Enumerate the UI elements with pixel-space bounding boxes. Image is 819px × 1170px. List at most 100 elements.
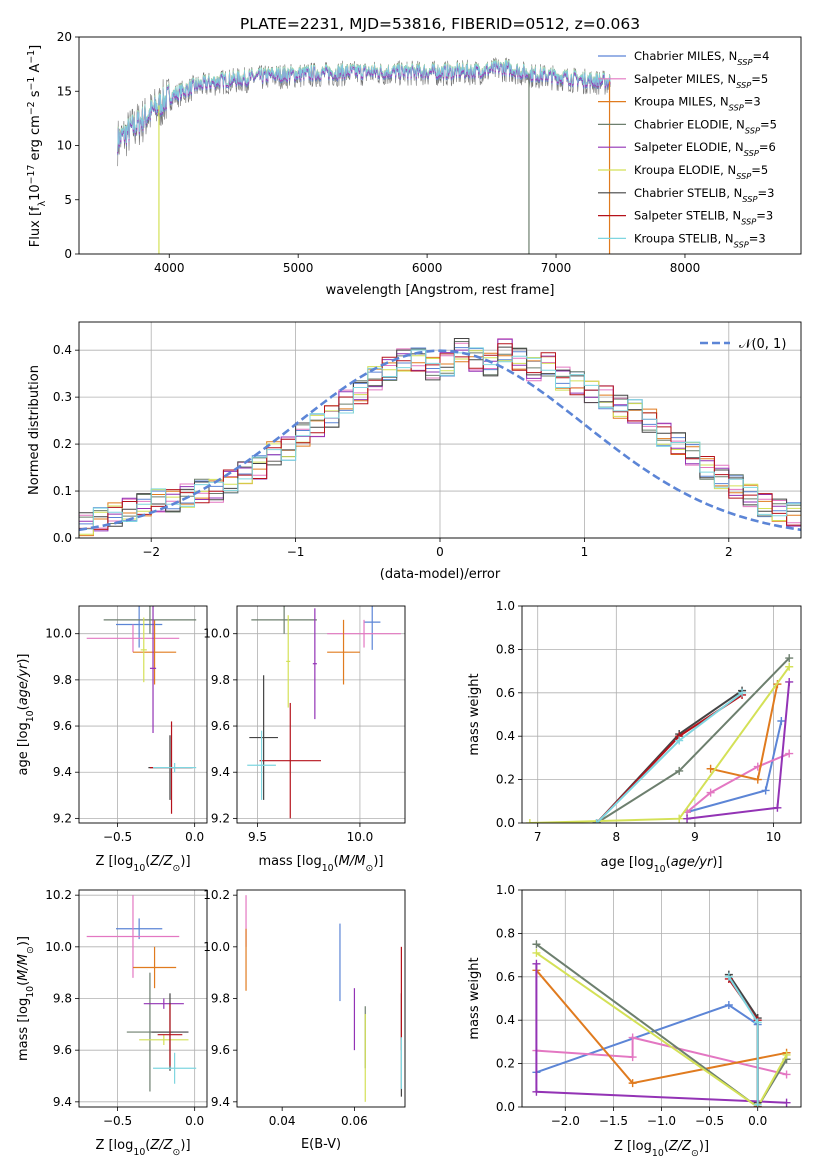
y-tick-label: 0.2	[53, 437, 72, 451]
y-tick-label: 0.8	[496, 926, 515, 940]
label-part: ⊙	[173, 1147, 181, 1158]
spectrum-line-7	[117, 60, 611, 154]
label-part: SSP	[729, 103, 744, 113]
x-tick-label: 0.04	[269, 1114, 296, 1128]
y-tick-label: 10.2	[45, 888, 72, 902]
label-part: mass [log	[259, 854, 322, 869]
y-tick-label: 10.0	[45, 627, 72, 641]
z-age-plot-area	[86, 606, 197, 814]
x-tick-label: −0.5	[103, 830, 132, 844]
x-tick-label: 0.06	[341, 1114, 368, 1128]
plus-marker	[785, 654, 794, 663]
label-part: Z [log	[95, 1138, 133, 1153]
label-part: Z/Z	[149, 854, 173, 869]
label-part: 10	[654, 864, 666, 875]
axes-frame	[236, 889, 406, 1108]
spectrum-line-5	[117, 59, 611, 152]
label-part: ⊙	[173, 863, 181, 874]
label-part: −1	[26, 50, 37, 64]
histogram-series-8	[79, 347, 801, 538]
axes-frame	[236, 605, 406, 824]
x-tick-label: 9	[691, 830, 699, 844]
plus-marker	[628, 1079, 637, 1088]
label-part: Kroupa ELODIE, N	[634, 163, 736, 177]
weight-line-1	[686, 752, 790, 813]
y-axis-label: mass weight	[467, 673, 482, 755]
y-tick-label: 0.0	[496, 1100, 515, 1114]
y-tick-label: 9.2	[211, 811, 230, 825]
y-tick-label: 0.2	[496, 1057, 515, 1071]
x-tick-label: 0.0	[185, 1114, 204, 1128]
y-tick-label: 10.0	[203, 940, 230, 954]
x-tick-label: 1	[581, 545, 589, 559]
plus-marker	[753, 1018, 762, 1027]
x-tick-label: −1.5	[599, 1114, 628, 1128]
x-tick-label: 2	[725, 545, 733, 559]
label-part: −1	[26, 77, 37, 91]
y-tick-label: 9.4	[211, 765, 230, 779]
x-tick-label: −0.5	[103, 1114, 132, 1128]
plus-marker	[782, 1070, 791, 1079]
label-part: )]	[16, 936, 31, 946]
y-tick-label: 9.6	[211, 719, 230, 733]
y-tick-label: 9.6	[53, 719, 72, 733]
y-tick-label: 10.0	[45, 940, 72, 954]
y-tick-label: 9.8	[211, 673, 230, 687]
label-part: (	[16, 981, 31, 986]
label-part: =3	[744, 95, 761, 109]
label-part: age/yr	[671, 855, 714, 870]
x-axis-label: age [log10(age/yr)]	[600, 855, 722, 875]
y-axis-label: mass [log10(M/M⊙)]	[16, 936, 36, 1061]
label-part: )]	[180, 854, 190, 869]
legend-entry: 𝒩(0, 1)	[739, 337, 786, 352]
label-part: =3	[756, 209, 773, 223]
plus-marker	[683, 814, 692, 823]
spectrum-line-4	[117, 60, 611, 154]
legend-entry: Salpeter STELIB, NSSP=3	[634, 209, 773, 227]
label-part: =3	[757, 186, 774, 200]
label-part: ]	[28, 45, 43, 50]
plus-marker	[675, 736, 684, 745]
label-part: 10	[133, 863, 145, 874]
plus-marker	[753, 775, 762, 784]
x-tick-label: 4000	[154, 261, 185, 275]
label-part: (	[664, 1139, 669, 1154]
plus-marker	[738, 688, 747, 697]
spectrum-line-2	[117, 59, 611, 152]
plus-marker	[628, 1033, 637, 1042]
x-axis-label: Z [log10(Z/Z⊙)]	[614, 1139, 709, 1159]
label-part: 10	[28, 184, 43, 201]
plus-marker	[706, 788, 715, 797]
plus-marker	[532, 959, 541, 968]
y-tick-label: 0.3	[53, 390, 72, 404]
label-part: Z [log	[95, 854, 133, 869]
plus-marker	[724, 1001, 733, 1010]
y-tick-label: 9.4	[53, 1095, 72, 1109]
plus-marker	[525, 819, 534, 823]
y-tick-label: 0.0	[53, 531, 72, 545]
y-tick-label: 0.8	[496, 642, 515, 656]
legend-entry: Kroupa MILES, NSSP=3	[634, 95, 761, 113]
label-part: SSP	[742, 194, 757, 204]
legend-entry: Salpeter MILES, NSSP=5	[634, 72, 768, 90]
label-part: erg cm	[28, 115, 43, 164]
label-part: Chabrier STELIB, N	[634, 186, 742, 200]
label-part: s	[28, 90, 43, 101]
plus-marker	[706, 764, 715, 773]
label-part: =5	[751, 72, 768, 86]
y-tick-label: 20	[57, 30, 72, 44]
label-part: A	[28, 64, 43, 77]
x-tick-label: 0	[436, 545, 444, 559]
plus-marker	[782, 1050, 791, 1059]
x-tick-label: 6000	[412, 261, 443, 275]
label-part: SSP	[741, 217, 756, 227]
x-axis-label: (data-model)/error	[380, 567, 501, 582]
y-tick-label: 0.4	[496, 729, 515, 743]
y-tick-label: 15	[57, 84, 72, 98]
label-part: Kroupa STELIB, N	[634, 231, 734, 245]
y-axis-label: Normed distribution	[27, 365, 42, 495]
label-part: SSP	[737, 57, 752, 67]
label-part: 10	[25, 986, 36, 998]
label-part: Salpeter ELODIE, N	[634, 140, 744, 154]
plus-marker	[761, 786, 770, 795]
